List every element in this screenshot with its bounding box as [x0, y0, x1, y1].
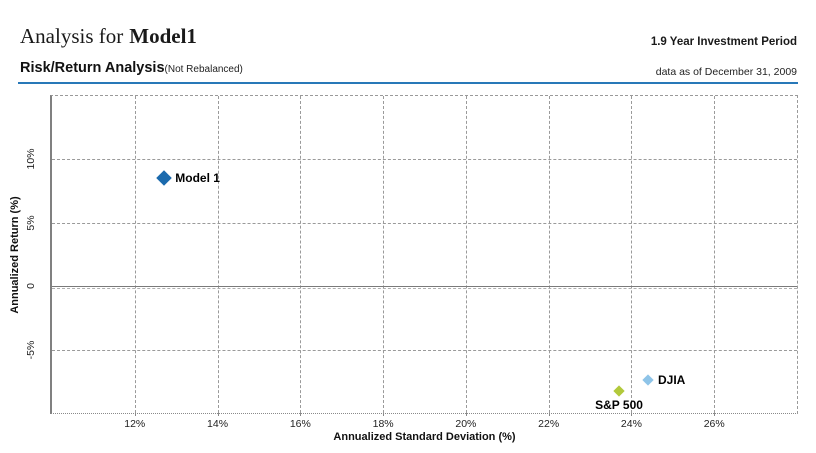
- x-tick-label-18: 18%: [372, 418, 394, 430]
- v-gridline-26: [714, 96, 716, 413]
- risk-return-scatter-plot: Annualized Standard Deviation (%) Annual…: [9, 95, 798, 443]
- x-tick-label-26: 26%: [703, 418, 725, 430]
- x-tick-mark-22: [548, 413, 550, 416]
- investment-period-label: 1.9 Year Investment Period: [650, 36, 797, 48]
- x-axis-title: Annualized Standard Deviation (%): [333, 431, 516, 443]
- h-gridline-5: [52, 222, 797, 224]
- h-gridline-10: [52, 159, 797, 161]
- y-axis-title: Annualized Return (%): [9, 195, 21, 314]
- x-tick-label-12: 12%: [124, 418, 146, 430]
- header-divider-rule: [18, 82, 798, 84]
- v-gridline-16: [300, 96, 302, 413]
- page-title: Analysis for Model1: [20, 24, 197, 49]
- x-tick-label-22: 22%: [538, 418, 560, 430]
- x-tick-label-24: 24%: [620, 418, 642, 430]
- x-tick-label-14: 14%: [207, 418, 229, 430]
- v-gridline-24: [631, 96, 633, 413]
- page-title-prefix: Analysis for: [20, 24, 124, 48]
- data-point-djia: [642, 374, 654, 386]
- y-tick-label-5: 5%: [25, 215, 37, 231]
- v-gridline-20: [465, 96, 467, 413]
- data-as-of-label: data as of December 31, 2009: [655, 66, 797, 78]
- section-title: Risk/Return Analysis (Not Rebalanced): [20, 60, 243, 76]
- x-tick-mark-26: [714, 413, 716, 416]
- x-tick-mark-16: [300, 413, 302, 416]
- x-tick-mark-18: [383, 413, 385, 416]
- section-title-main: Risk/Return Analysis: [20, 60, 165, 76]
- data-point-s-p-500: [613, 385, 625, 398]
- data-point-label-model-1: Model 1: [175, 171, 220, 186]
- zero-line-dash: [52, 288, 797, 290]
- v-gridline-22: [548, 96, 550, 413]
- zero-line: [52, 286, 797, 288]
- y-tick-label-10: 10%: [25, 148, 37, 170]
- x-tick-label-16: 16%: [289, 418, 311, 430]
- v-gridline-12: [134, 96, 136, 413]
- x-tick-label-20: 20%: [455, 418, 477, 430]
- y-tick-label-0: 0: [25, 283, 37, 290]
- v-gridline-14: [217, 96, 219, 413]
- data-point-model-1: [155, 170, 172, 187]
- x-tick-mark-20: [465, 413, 467, 416]
- page-title-model-name: Model1: [129, 24, 197, 48]
- v-gridline-18: [383, 96, 385, 413]
- x-tick-mark-14: [217, 413, 219, 416]
- x-tick-mark-24: [631, 413, 633, 416]
- section-title-subtitle: (Not Rebalanced): [164, 64, 243, 75]
- h-gridline--5: [52, 349, 797, 351]
- data-point-label-s-p-500: S&P 500: [595, 398, 643, 413]
- x-tick-mark-12: [134, 413, 136, 416]
- data-point-label-djia: DJIA: [658, 373, 686, 388]
- y-tick-label--5: -5%: [25, 340, 37, 359]
